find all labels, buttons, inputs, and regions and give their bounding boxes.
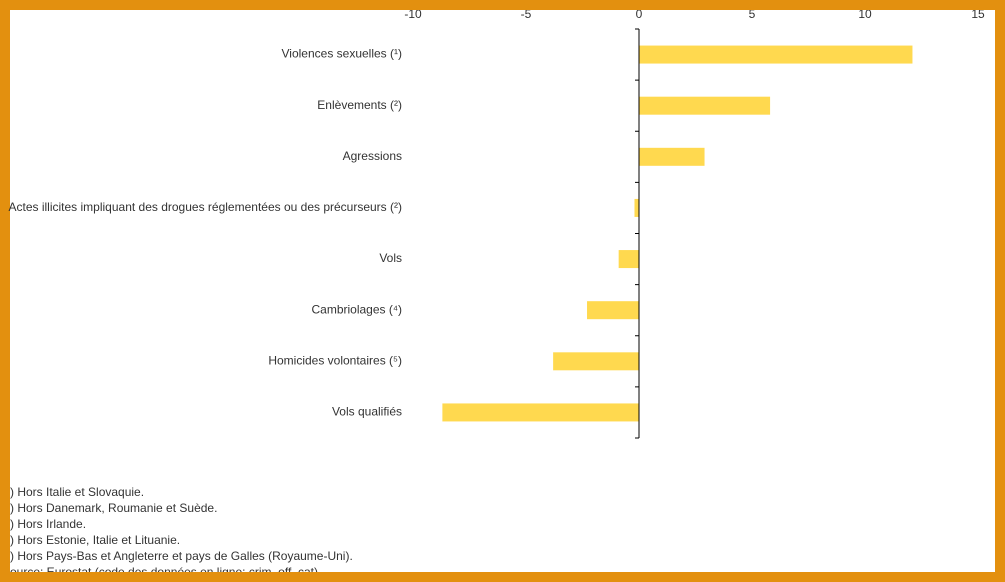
footnote: ) Hors Danemark, Roumanie et Suède. — [10, 501, 217, 515]
y-tick-label: Enlèvements (²) — [317, 98, 402, 112]
bar — [442, 403, 639, 422]
bar — [639, 147, 705, 166]
footnote: ource: Eurostat (code des données en lig… — [10, 565, 318, 579]
y-tick-label: Actes illicites impliquant des drogues r… — [8, 200, 402, 214]
x-tick-label: -5 — [521, 7, 532, 21]
x-tick-label: 10 — [858, 7, 872, 21]
y-tick-label: Homicides volontaires (⁵) — [268, 353, 402, 367]
x-tick-label: 0 — [636, 7, 643, 21]
y-tick-label: Cambriolages (⁴) — [311, 302, 402, 316]
x-tick-label: 15 — [971, 7, 985, 21]
bar — [553, 352, 639, 371]
footnote: ) Hors Pays-Bas et Angleterre et pays de… — [10, 549, 353, 563]
footnote: ) Hors Estonie, Italie et Lituanie. — [10, 533, 180, 547]
x-tick-label: -10 — [404, 7, 422, 21]
y-tick-label: Violences sexuelles (¹) — [282, 47, 403, 61]
bar — [639, 96, 771, 115]
y-tick-label: Agressions — [343, 149, 402, 163]
footnote: ) Hors Italie et Slovaquie. — [10, 485, 144, 499]
x-tick-label: 5 — [749, 7, 756, 21]
y-tick-label: Vols — [379, 251, 402, 265]
y-tick-label: Vols qualifiés — [332, 405, 402, 419]
panel — [10, 10, 995, 572]
bar — [587, 301, 639, 320]
plot: -10 -5 0 5 10 15 Violences sexuelles (¹) Enlève… — [8, 7, 985, 579]
bar — [618, 250, 639, 269]
bar — [634, 198, 639, 217]
bar — [639, 45, 913, 64]
footnote: ) Hors Irlande. — [10, 517, 86, 531]
